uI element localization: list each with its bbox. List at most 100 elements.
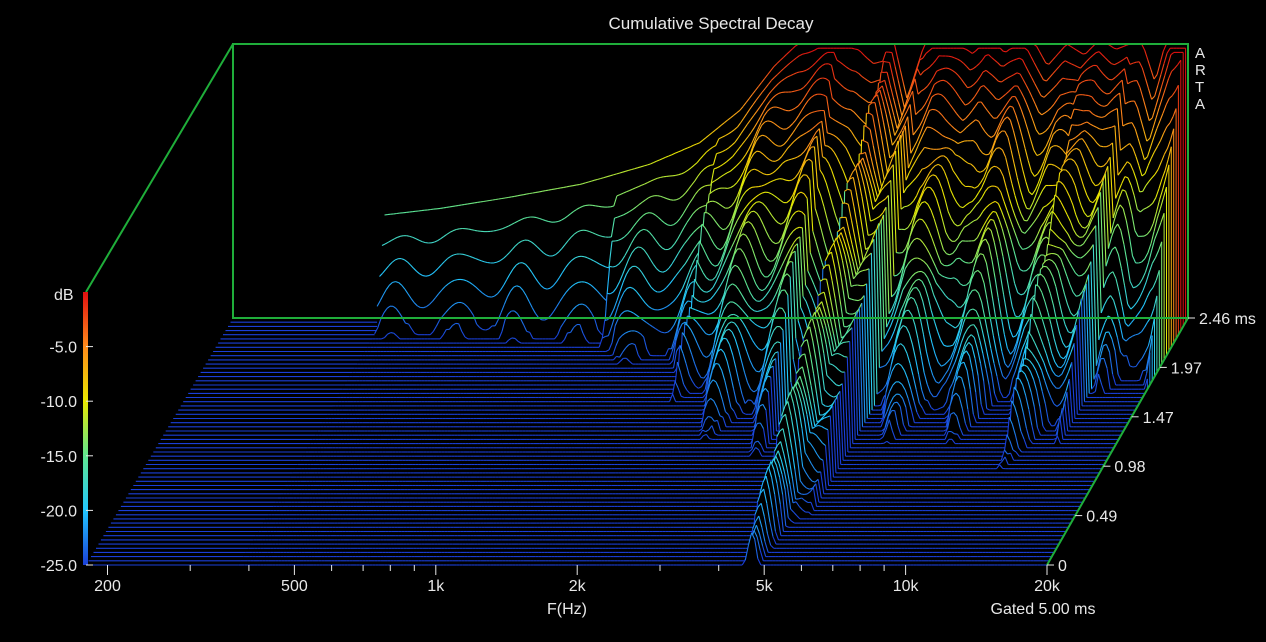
decay-slice-segment <box>979 71 984 78</box>
decay-slice-segment <box>657 308 662 311</box>
decay-slice-segment <box>1056 94 1061 100</box>
decay-slice-segment <box>394 236 398 240</box>
decay-slice-segment <box>802 52 806 55</box>
decay-slice-segment <box>501 319 506 332</box>
decay-slice-segment <box>683 222 688 229</box>
decay-slice-segment <box>983 85 988 89</box>
decay-slice-segment <box>466 306 471 311</box>
decay-slice-segment <box>960 78 965 84</box>
decay-slice-segment <box>1167 71 1173 80</box>
decay-slice-segment <box>1098 116 1102 118</box>
decay-slice-segment <box>586 230 590 233</box>
decay-slice-segment <box>1150 151 1155 159</box>
decay-slice-segment <box>588 180 592 183</box>
decay-slice-segment <box>970 84 975 88</box>
decay-slice-segment <box>630 237 635 244</box>
decay-slice-segment <box>837 81 842 86</box>
decay-slice-segment <box>526 330 530 333</box>
decay-slice-segment <box>855 70 859 74</box>
decay-slice-segment <box>720 122 725 126</box>
decay-slice-segment <box>481 260 485 263</box>
decay-slice-segment <box>934 93 939 96</box>
decay-slice-segment <box>1039 51 1044 58</box>
decay-slice-segment <box>671 152 676 156</box>
decay-slice-segment <box>946 81 951 85</box>
decay-slice-segment <box>401 284 406 290</box>
decay-slice-segment <box>722 228 727 231</box>
decay-slice-segment <box>884 96 890 109</box>
decay-slice-segment <box>1156 62 1161 75</box>
decay-slice-segment <box>902 104 907 113</box>
decay-slice-segment <box>661 331 665 334</box>
decay-slice-segment <box>552 281 557 287</box>
decay-slice-segment <box>983 105 988 111</box>
decay-slice-segment <box>1113 94 1117 99</box>
decay-slice-segment <box>905 97 911 106</box>
decay-slice-segment <box>690 231 695 237</box>
decay-slice-segment <box>863 54 868 59</box>
decay-slice-segment <box>408 323 413 330</box>
decay-slice-segment <box>1177 59 1182 66</box>
decay-slice-segment <box>999 47 1004 52</box>
decay-slice-segment <box>425 275 430 277</box>
decay-slice-segment <box>718 187 722 190</box>
decay-slice-segment <box>1026 104 1031 113</box>
decay-slice-segment <box>431 241 435 244</box>
decay-slice-segment <box>1076 294 1080 297</box>
decay-slice-segment <box>391 259 396 263</box>
chart-title: Cumulative Spectral Decay <box>608 14 814 33</box>
decay-slice-segment <box>899 252 903 254</box>
decay-slice-segment <box>601 235 606 238</box>
decay-slice-segment <box>649 259 654 265</box>
decay-slice-segment <box>409 264 414 269</box>
decay-slice-segment <box>1088 46 1093 51</box>
decay-slice-segment <box>545 220 550 223</box>
decay-slice-segment <box>677 150 682 153</box>
decay-slice-segment <box>1144 78 1150 89</box>
decay-slice-segment <box>535 191 540 193</box>
decay-slice-segment <box>710 164 714 166</box>
decay-slice-segment <box>1116 108 1121 151</box>
decay-slice-segment <box>472 256 476 260</box>
decay-slice-segment <box>937 93 942 96</box>
decay-slice-segment <box>818 65 823 69</box>
decay-slice-segment <box>1042 145 1047 152</box>
decay-slice-segment <box>406 235 410 237</box>
decay-slice-segment <box>738 144 743 150</box>
decay-slice-segment <box>720 174 725 178</box>
decay-slice-segment <box>609 174 614 177</box>
decay-slice-segment <box>554 220 559 223</box>
decay-slice-segment <box>462 253 467 256</box>
decay-slice-segment <box>748 143 753 150</box>
decay-slice-segment <box>567 331 571 334</box>
decay-slice-segment <box>929 63 934 68</box>
decay-slice-segment <box>429 300 434 305</box>
decay-slice-segment <box>381 243 386 246</box>
decay-slice-segment <box>699 139 704 144</box>
decay-slice-segment <box>400 235 404 237</box>
decay-slice-segment <box>966 66 971 71</box>
decay-slice-segment <box>1037 89 1042 96</box>
decay-slice-segment <box>811 49 815 53</box>
decay-slice-segment <box>382 269 387 274</box>
decay-slice-segment <box>621 255 626 261</box>
decay-slice-segment <box>1151 95 1156 100</box>
decay-slice-segment <box>964 103 969 106</box>
decay-slice-segment <box>730 114 735 119</box>
decay-slice-segment <box>548 189 552 191</box>
decay-slice-segment <box>470 202 475 204</box>
decay-slice-segment <box>695 207 700 211</box>
decay-slice-segment <box>434 267 439 272</box>
decay-slice-segment <box>1043 79 1047 82</box>
decay-slice-segment <box>466 280 471 283</box>
decay-slice-segment <box>381 337 385 340</box>
decay-slice-segment <box>1174 64 1179 69</box>
decay-slice-segment <box>1128 100 1132 103</box>
decay-slice-segment <box>409 235 414 238</box>
decay-slice-segment <box>753 122 758 128</box>
decay-slice-segment <box>513 285 518 288</box>
decay-slice-segment <box>397 235 401 238</box>
decay-slice-segment <box>1157 74 1162 86</box>
decay-slice-segment <box>1036 46 1041 53</box>
decay-slice-segment <box>1095 115 1099 118</box>
